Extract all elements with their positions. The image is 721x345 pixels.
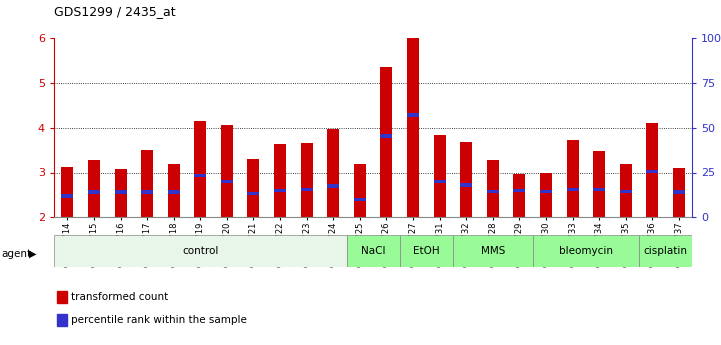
Bar — [533, 235, 639, 267]
Text: bleomycin: bleomycin — [559, 246, 613, 256]
Bar — [221, 125, 233, 217]
Bar — [673, 168, 685, 217]
Bar — [354, 198, 366, 201]
Bar — [115, 190, 126, 194]
Bar — [487, 189, 499, 193]
Bar — [301, 143, 313, 217]
Bar — [88, 160, 100, 217]
Text: control: control — [182, 246, 218, 256]
Bar — [407, 38, 419, 217]
Bar — [639, 235, 692, 267]
Bar — [327, 129, 339, 217]
Bar — [54, 235, 347, 267]
Bar — [141, 190, 153, 194]
Bar — [620, 189, 632, 193]
Bar — [195, 174, 206, 177]
Bar — [61, 195, 74, 198]
Bar — [513, 174, 526, 217]
Bar — [567, 140, 578, 217]
Bar — [646, 123, 658, 217]
Bar — [301, 188, 313, 191]
Bar — [247, 159, 260, 217]
Bar — [593, 188, 605, 191]
Bar — [247, 192, 260, 195]
Bar — [433, 180, 446, 183]
Bar — [57, 291, 67, 303]
Bar — [487, 160, 499, 217]
Text: GDS1299 / 2435_at: GDS1299 / 2435_at — [54, 5, 176, 18]
Bar — [593, 150, 605, 217]
Bar — [399, 235, 453, 267]
Text: EtOH: EtOH — [413, 246, 440, 256]
Bar — [195, 121, 206, 217]
Bar — [673, 190, 685, 194]
Text: percentile rank within the sample: percentile rank within the sample — [71, 315, 247, 325]
Bar — [540, 189, 552, 193]
Bar — [274, 189, 286, 192]
Text: cisplatin: cisplatin — [644, 246, 688, 256]
Bar — [61, 167, 74, 217]
Bar — [141, 150, 153, 217]
Text: transformed count: transformed count — [71, 292, 169, 302]
Bar — [274, 144, 286, 217]
Text: ▶: ▶ — [29, 249, 36, 258]
Bar — [347, 235, 399, 267]
Bar — [620, 164, 632, 217]
Bar — [327, 184, 339, 188]
Bar — [88, 190, 100, 194]
Bar — [513, 189, 526, 192]
Bar — [381, 134, 392, 138]
Bar — [460, 183, 472, 187]
Bar — [115, 169, 126, 217]
Bar — [540, 172, 552, 217]
Bar — [567, 188, 578, 191]
Bar — [453, 235, 533, 267]
Bar — [354, 164, 366, 217]
Text: MMS: MMS — [481, 246, 505, 256]
Bar — [407, 113, 419, 117]
Bar — [168, 190, 180, 194]
Text: agent: agent — [1, 249, 32, 258]
Bar — [57, 314, 67, 326]
Text: NaCl: NaCl — [361, 246, 385, 256]
Bar — [433, 135, 446, 217]
Bar — [221, 180, 233, 183]
Bar — [381, 67, 392, 217]
Bar — [646, 170, 658, 174]
Bar — [460, 142, 472, 217]
Bar — [168, 164, 180, 217]
